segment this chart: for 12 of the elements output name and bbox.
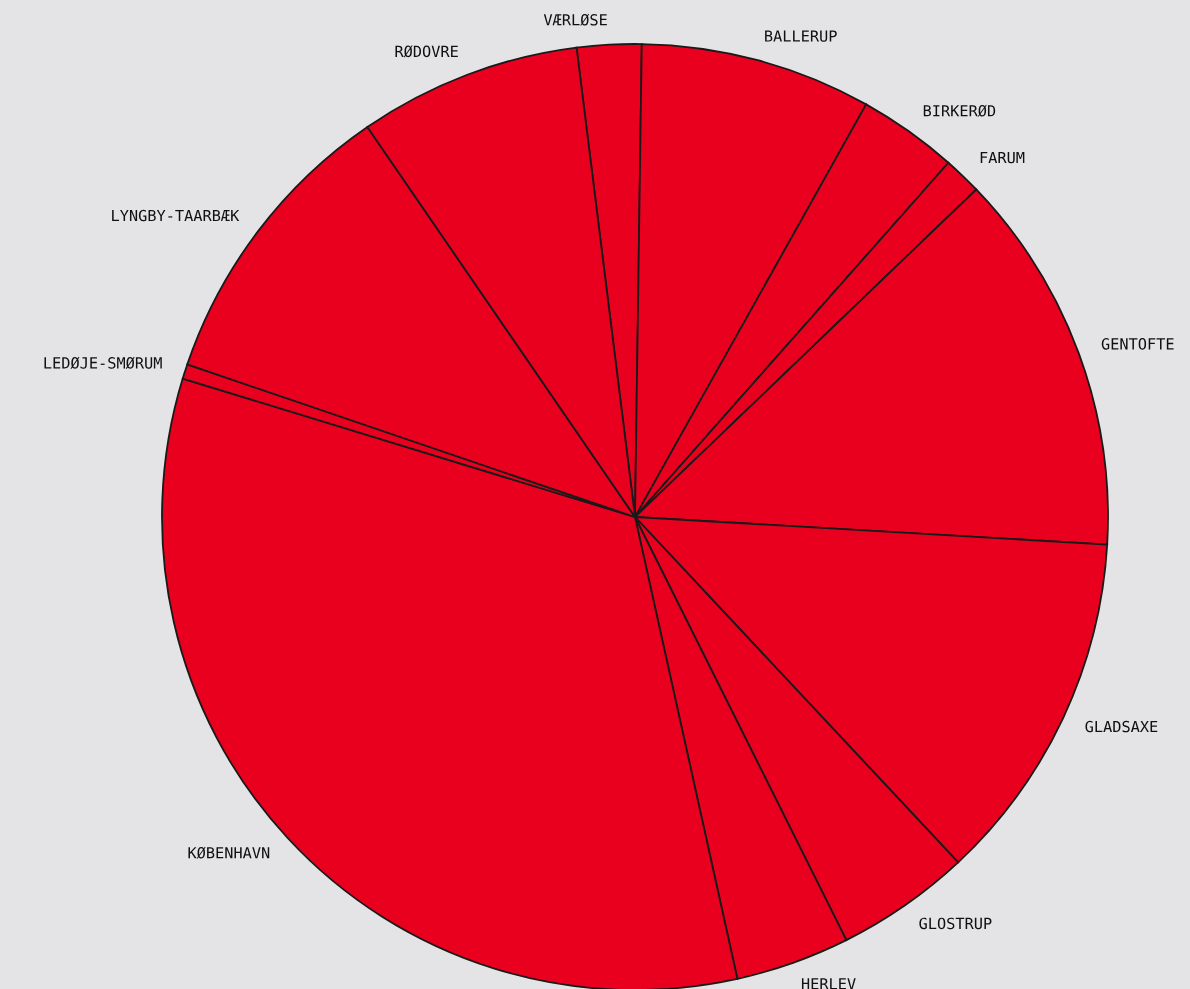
slice-label: HERLEV [801, 978, 856, 989]
slice-label: VÆRLØSE [543, 13, 607, 26]
slice-label: GENTOFTE [1101, 338, 1174, 350]
slice-label: BIRKERØD [923, 104, 996, 117]
slice-label: BALLERUP [765, 30, 837, 42]
slice-label: GLADSAXE [1085, 720, 1158, 733]
slice-label: KØBENHAVN [188, 846, 270, 859]
slice-label: RØDOVRE [395, 45, 458, 58]
slice-label: LYNGBY-TAARBÆK [112, 209, 240, 222]
slice-label: LEDØJE-SMØRUM [44, 356, 162, 369]
slice-label: GLOSTRUP [919, 917, 992, 930]
slice-label: FARUM [980, 151, 1025, 164]
